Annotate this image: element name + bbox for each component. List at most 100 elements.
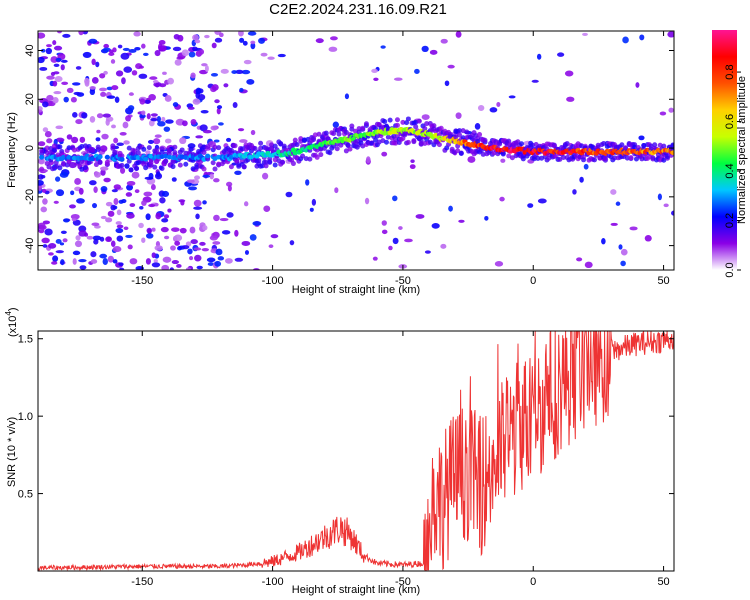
- spectrogram-cell: [105, 118, 110, 126]
- multiplier-exponent: 4: [4, 311, 13, 316]
- spectrogram-cell: [190, 239, 198, 245]
- spectrogram-cell: [422, 140, 428, 146]
- spectrogram-cell: [60, 259, 65, 266]
- spectrogram-cell: [388, 245, 393, 251]
- spectrogram-cell: [415, 214, 425, 219]
- spectrogram-cell: [455, 148, 461, 154]
- spectrogram-cell: [46, 75, 55, 80]
- spectrogram-cell: [195, 213, 200, 220]
- spectrogram-cell: [154, 172, 163, 180]
- spectrogram-cell: [38, 56, 45, 64]
- spectrogram-cell: [38, 174, 44, 180]
- spectrogram-cell: [214, 99, 220, 104]
- spectrogram-cell: [78, 259, 87, 263]
- spectrogram-cell: [225, 258, 233, 264]
- spectrogram-cell: [71, 136, 79, 144]
- spectrogram-cell: [220, 68, 229, 74]
- spectrogram-cell: [243, 59, 252, 65]
- spectrogram-cell: [38, 32, 46, 39]
- spectrogram-cell: [116, 209, 122, 216]
- spectrogram-cell: [252, 145, 258, 151]
- spectrogram-cell: [100, 145, 108, 152]
- spectrogram-cell: [39, 148, 45, 154]
- spectrogram-cell: [477, 131, 483, 137]
- spectrogram-cell: [474, 122, 481, 130]
- spectrogram-cell: [210, 125, 218, 131]
- spectrogram-cell: [89, 86, 96, 90]
- spectrogram-cell: [158, 45, 167, 52]
- spectrogram-cell: [267, 56, 275, 60]
- x-tick-label: 0: [530, 275, 536, 287]
- spectrogram-cell: [520, 156, 526, 162]
- spectrogram-cell: [123, 140, 130, 145]
- spectrogram-cell: [145, 233, 154, 239]
- spectrogram-cell: [241, 69, 251, 75]
- spectrogram-cell: [566, 96, 575, 102]
- spectrogram-cell: [268, 244, 274, 249]
- spectrogram-cell: [95, 61, 100, 68]
- spectrogram-cell: [214, 260, 222, 267]
- spectrogram-cell: [161, 190, 170, 197]
- spectrogram-cell: [252, 221, 262, 226]
- spectrogram-cell: [171, 260, 180, 265]
- spectrogram-cell: [193, 247, 202, 251]
- spectrogram-cell: [456, 132, 462, 138]
- spectrogram-cell: [201, 150, 207, 156]
- spectrogram-cell: [53, 63, 60, 67]
- snr-ticks: -150 -100 -50 0 50 0.5 1.0 1.5: [18, 331, 674, 588]
- spectrogram-cell: [231, 70, 238, 74]
- spectrogram-cell: [128, 92, 134, 96]
- spectrogram-cell: [148, 94, 156, 101]
- spectrogram-cell: [424, 250, 431, 254]
- spectrogram-cell: [113, 198, 119, 206]
- spectrogram-cell: [143, 165, 149, 171]
- spectrogram-cell: [44, 145, 50, 151]
- spectrogram-cell: [482, 137, 488, 143]
- spectrogram-cell: [60, 59, 68, 63]
- spectrogram-cell: [150, 113, 158, 117]
- spectrogram-cell: [347, 146, 353, 152]
- spectrogram-cell: [392, 195, 398, 202]
- spectrogram-cell: [318, 152, 324, 158]
- spectrogram-cell: [74, 178, 82, 185]
- spectrogram-cell: [373, 126, 379, 132]
- spectrogram-cell: [331, 143, 337, 149]
- spectrogram-cell: [237, 128, 245, 132]
- spectrogram-cell: [66, 87, 74, 94]
- spectrogram-cell: [667, 31, 674, 38]
- spectrogram-cell: [114, 96, 120, 103]
- spectrogram-cell: [201, 248, 209, 252]
- spectrogram-cell: [78, 230, 87, 237]
- spectrogram-cell: [51, 147, 57, 153]
- spectrogram-cell: [300, 153, 306, 159]
- spectrogram-cell: [95, 144, 101, 150]
- spectrogram-cell: [152, 164, 158, 170]
- colorbar-ticks: 0.0 0.2 0.4 0.6 0.8: [724, 64, 741, 278]
- spectrogram-cell: [244, 250, 250, 255]
- spectrogram-cell: [190, 118, 197, 125]
- spectrogram-cell: [125, 115, 131, 122]
- spectrogram-cell: [146, 145, 152, 151]
- spectrogram-cell: [154, 82, 160, 88]
- spectrogram-cell: [128, 167, 134, 173]
- spectrogram-cell: [188, 186, 198, 191]
- spectrogram-cell: [371, 68, 378, 74]
- spectrogram-cell: [172, 102, 179, 107]
- spectrogram-cell: [416, 118, 422, 124]
- spectrogram-cell: [193, 199, 202, 207]
- spectrogram-cell: [110, 204, 117, 211]
- spectrogram-cell: [113, 137, 119, 144]
- spectrogram-cell: [223, 83, 229, 88]
- spectrogram-peak-cell: [104, 154, 110, 160]
- spectrogram-cell: [150, 117, 158, 122]
- spectrogram-cell: [228, 147, 234, 153]
- spectrogram-cell: [373, 77, 379, 82]
- colorbar-tick-label: 0.0: [724, 262, 736, 277]
- spectrogram-cell: [189, 255, 194, 261]
- spectrogram-cell: [55, 250, 64, 254]
- spectrogram-cell: [135, 150, 141, 156]
- spectrogram-panel: -150 -100 -50 0 50 40 20 0 -20 -40 Height of stra…: [6, 30, 675, 296]
- spectrogram-cell: [187, 106, 195, 110]
- spectrogram-cell: [100, 91, 107, 97]
- spectrogram-cell: [57, 31, 62, 34]
